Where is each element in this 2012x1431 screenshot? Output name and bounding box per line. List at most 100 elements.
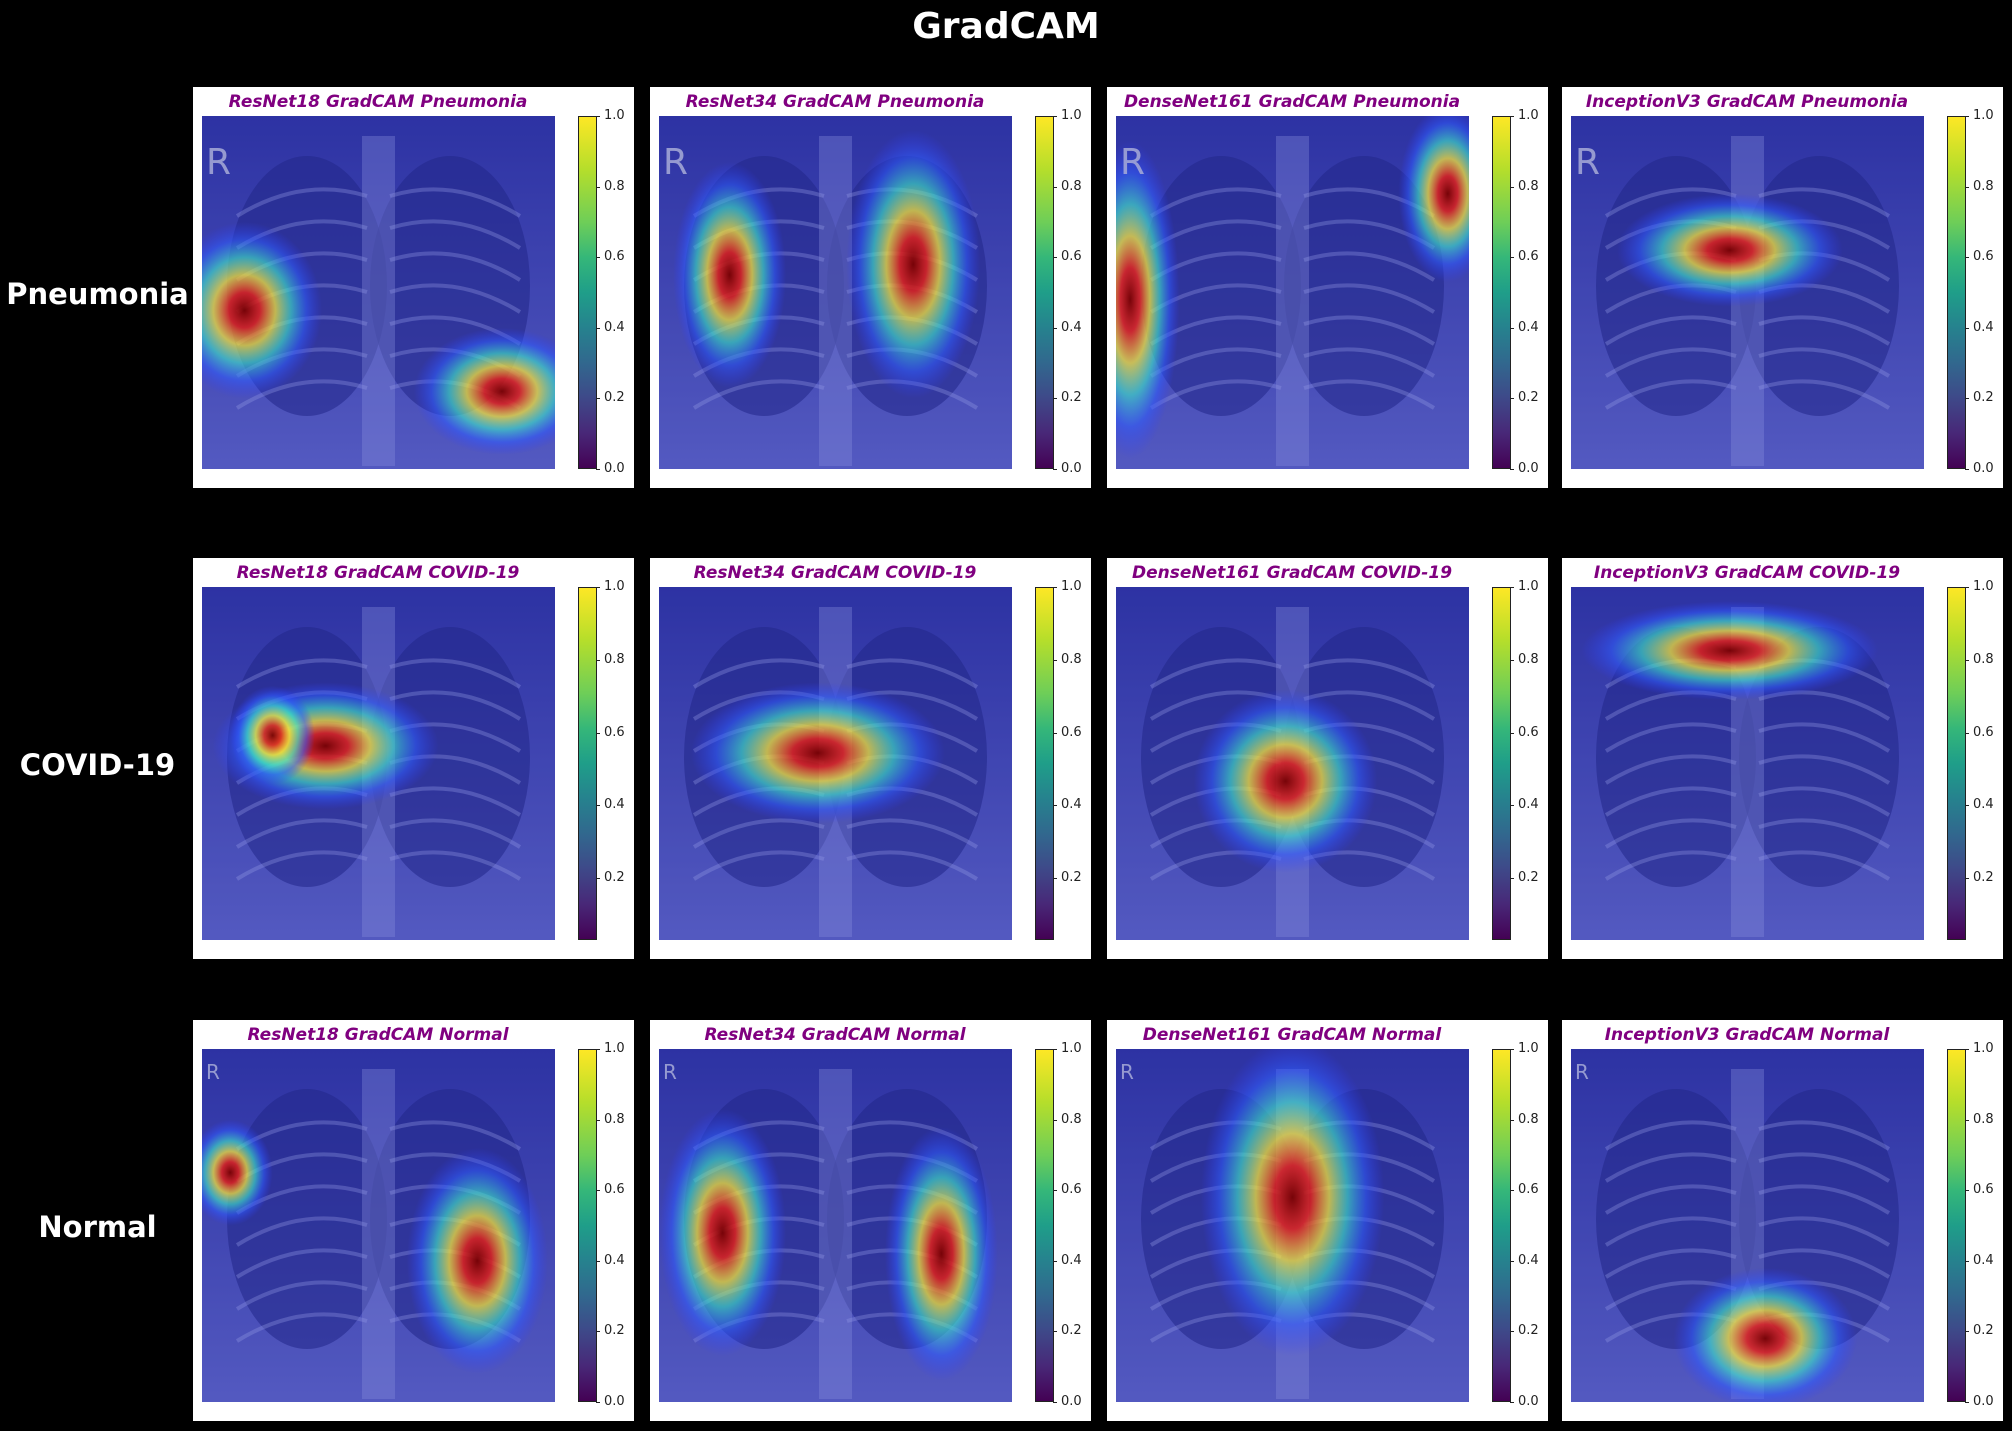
colorbar-tick-label: 1.0	[596, 1042, 625, 1056]
colorbar-tick-label: 0.6	[1053, 1183, 1082, 1197]
svg-text:R: R	[663, 142, 688, 183]
colorbar-tick-label: 0.2	[1053, 871, 1082, 885]
colorbar-tick-label: 0.2	[1965, 1324, 1994, 1338]
colorbar-tick-label: 0.4	[1965, 320, 1994, 335]
svg-text:R: R	[1120, 1060, 1134, 1084]
panel-title: InceptionV3 GradCAM COVID-19	[1593, 563, 1901, 583]
colorbar-tick-label: 0.4	[1510, 798, 1539, 812]
colorbar-tick-label: 0.4	[1965, 798, 1994, 812]
gradcam-panel: ResNet18 GradCAM Normal R 1.0 0.8 0.6 0.4 0.2…	[193, 1020, 634, 1421]
colorbar-tick-label: 1.0	[596, 580, 625, 594]
colorbar-tick-label: 0.8	[1510, 1112, 1539, 1127]
xray-heatmap-image: R	[1571, 116, 1924, 469]
colorbar-tick-label: 0.4	[1053, 798, 1082, 812]
colorbar-tick-label: 0.2	[596, 1324, 625, 1338]
colorbar	[1947, 587, 1966, 940]
colorbar-tick-label: 0.6	[596, 250, 625, 264]
colorbar-tick-label: 0.8	[1510, 179, 1539, 194]
svg-text:R: R	[206, 1060, 220, 1084]
row-label-normal: Normal	[38, 1210, 157, 1244]
panel-title: DenseNet161 GradCAM Pneumonia	[1123, 92, 1461, 112]
colorbar-tick-label: 1.0	[1053, 1042, 1082, 1056]
svg-text:R: R	[663, 1060, 677, 1084]
colorbar	[578, 116, 597, 469]
panel-title: InceptionV3 GradCAM Pneumonia	[1585, 92, 1909, 112]
svg-text:R: R	[1120, 142, 1145, 183]
gradcam-panel: DenseNet161 GradCAM COVID-19 1.0 0.8 0.6 0.…	[1107, 558, 1548, 959]
colorbar-tick-label: 0.4	[596, 1253, 625, 1268]
colorbar-tick-label: 0.2	[596, 871, 625, 885]
colorbar-tick-label: 0.6	[1965, 250, 1994, 264]
colorbar	[1492, 1049, 1511, 1402]
gradcam-panel: DenseNet161 GradCAM Normal R 1.0 0.8 0.6 0.4…	[1107, 1020, 1548, 1421]
colorbar-tick-label: 0.0	[1965, 462, 1994, 476]
gradcam-panel: InceptionV3 GradCAM COVID-19 1.0 0.8 0.6 0.…	[1562, 558, 2003, 959]
colorbar-tick-label: 0.0	[596, 462, 625, 476]
colorbar	[1035, 587, 1054, 940]
xray-heatmap-image	[659, 587, 1012, 940]
xray-heatmap-image: R	[1571, 1049, 1924, 1402]
figure-title: GradCAM	[912, 6, 1100, 47]
gradcam-panel: ResNet34 GradCAM Pneumonia R 1.0 0.8 0.6 0.4…	[650, 87, 1091, 488]
colorbar-tick-label: 0.4	[1510, 1253, 1539, 1268]
colorbar-tick-label: 0.6	[1965, 1183, 1994, 1197]
colorbar-tick-label: 0.6	[596, 725, 625, 740]
colorbar-tick-label: 0.2	[1053, 391, 1082, 405]
colorbar	[578, 1049, 597, 1402]
colorbar	[1492, 587, 1511, 940]
colorbar-tick-label: 0.0	[1053, 1395, 1082, 1409]
xray-heatmap-image: R	[202, 116, 555, 469]
panel-title: ResNet18 GradCAM Normal	[247, 1025, 509, 1045]
colorbar-tick-label: 0.8	[1510, 652, 1539, 667]
colorbar-tick-label: 1.0	[1965, 1042, 1994, 1056]
colorbar-tick-label: 0.8	[1965, 652, 1994, 667]
colorbar-tick-label: 0.4	[1053, 1253, 1082, 1268]
colorbar-tick-label: 0.2	[1053, 1324, 1082, 1338]
colorbar-tick-label: 0.2	[1510, 871, 1539, 885]
xray-heatmap-image	[1571, 587, 1924, 940]
colorbar-tick-label: 0.2	[1510, 1324, 1539, 1338]
colorbar-tick-label: 1.0	[596, 109, 625, 123]
colorbar-tick-label: 0.8	[1965, 1112, 1994, 1127]
panel-title: ResNet34 GradCAM Pneumonia	[685, 92, 985, 112]
xray-heatmap-image	[1116, 587, 1469, 940]
colorbar-tick-label: 1.0	[1965, 580, 1994, 594]
xray-heatmap-image: R	[1116, 116, 1469, 469]
panel-title: InceptionV3 GradCAM Normal	[1604, 1025, 1890, 1045]
gradcam-panel: InceptionV3 GradCAM Normal R 1.0 0.8 0.6 0.4…	[1562, 1020, 2003, 1421]
colorbar-tick-label: 1.0	[1053, 580, 1082, 594]
gradcam-panel: ResNet18 GradCAM Pneumonia R 1.0 0.8 0.6 0.4…	[193, 87, 634, 488]
colorbar-tick-label: 1.0	[1510, 580, 1539, 594]
colorbar-tick-label: 0.6	[1965, 725, 1994, 740]
panel-title: ResNet18 GradCAM Pneumonia	[228, 92, 528, 112]
colorbar-tick-label: 0.6	[1510, 250, 1539, 264]
panel-title: ResNet34 GradCAM Normal	[704, 1025, 966, 1045]
colorbar-tick-label: 1.0	[1965, 109, 1994, 123]
colorbar-tick-label: 0.4	[596, 320, 625, 335]
colorbar-tick-label: 0.0	[1965, 1395, 1994, 1409]
row-label-covid-19: COVID-19	[19, 748, 176, 782]
panel-title: ResNet34 GradCAM COVID-19	[693, 563, 977, 583]
colorbar-tick-label: 0.2	[1965, 391, 1994, 405]
colorbar-tick-label: 0.4	[596, 798, 625, 812]
svg-text:R: R	[206, 142, 231, 183]
colorbar-tick-label: 0.8	[596, 1112, 625, 1127]
gradcam-panel: DenseNet161 GradCAM Pneumonia R 1.0 0.8 0.6…	[1107, 87, 1548, 488]
colorbar-tick-label: 0.6	[596, 1183, 625, 1197]
colorbar-tick-label: 0.0	[1510, 462, 1539, 476]
colorbar-tick-label: 0.8	[1053, 179, 1082, 194]
panel-title: DenseNet161 GradCAM COVID-19	[1131, 563, 1453, 583]
xray-heatmap-image	[202, 587, 555, 940]
colorbar-tick-label: 0.0	[1510, 1395, 1539, 1409]
xray-heatmap-image: R	[202, 1049, 555, 1402]
gradcam-panel: InceptionV3 GradCAM Pneumonia R 1.0 0.8 0.6…	[1562, 87, 2003, 488]
colorbar-tick-label: 0.8	[1053, 1112, 1082, 1127]
xray-heatmap-image: R	[659, 116, 1012, 469]
colorbar	[1035, 1049, 1054, 1402]
gradcam-panel: ResNet34 GradCAM Normal R 1.0 0.8 0.6 0.4 0.2…	[650, 1020, 1091, 1421]
xray-heatmap-image: R	[1116, 1049, 1469, 1402]
colorbar-tick-label: 0.6	[1053, 725, 1082, 740]
gradcam-panel: ResNet34 GradCAM COVID-19 1.0 0.8 0.6 0.4 0.…	[650, 558, 1091, 959]
gradcam-panel: ResNet18 GradCAM COVID-19 1.0 0.8 0.6 0.4 0.…	[193, 558, 634, 959]
colorbar-tick-label: 0.2	[1965, 871, 1994, 885]
